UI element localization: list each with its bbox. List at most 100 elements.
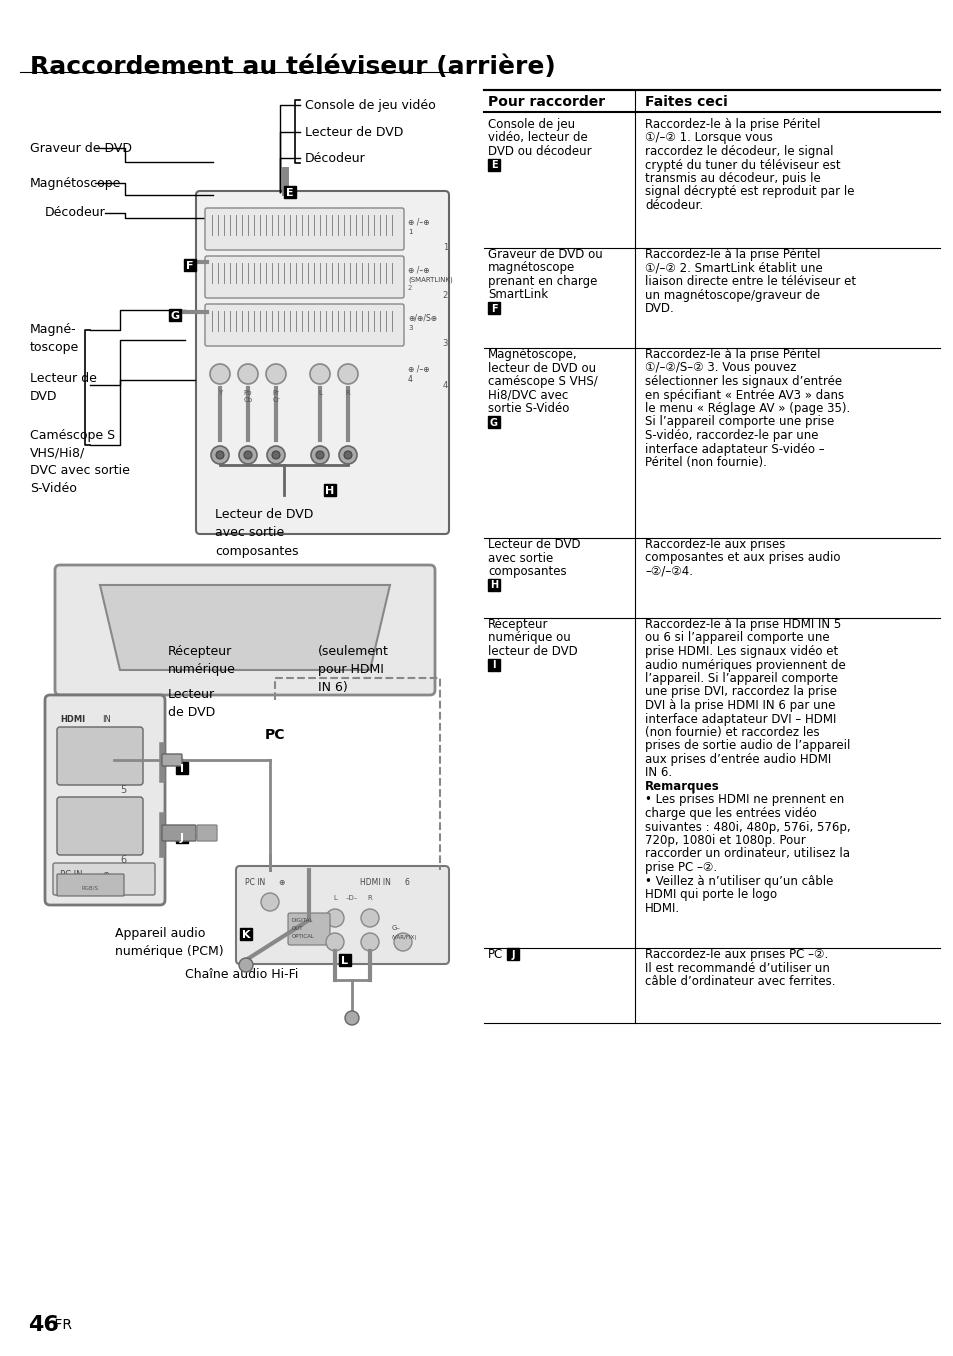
FancyBboxPatch shape xyxy=(55,565,435,696)
Text: numérique (PCM): numérique (PCM) xyxy=(115,945,223,959)
Text: Décodeur: Décodeur xyxy=(45,206,106,220)
Text: Magnétoscope,: Magnétoscope, xyxy=(488,348,577,361)
FancyBboxPatch shape xyxy=(338,955,351,965)
Text: DVD ou décodeur: DVD ou décodeur xyxy=(488,145,591,159)
Circle shape xyxy=(244,452,252,458)
Text: Magnétoscope: Magnétoscope xyxy=(30,176,121,190)
Text: VHS/Hi8/: VHS/Hi8/ xyxy=(30,446,85,460)
Text: DVI à la prise HDMI IN 6 par une: DVI à la prise HDMI IN 6 par une xyxy=(644,698,835,712)
Text: L: L xyxy=(317,391,321,396)
Circle shape xyxy=(215,452,224,458)
Text: E: E xyxy=(490,160,497,171)
Text: Chaîne audio Hi-Fi: Chaîne audio Hi-Fi xyxy=(185,968,298,982)
Text: Raccordez-le à la prise HDMI IN 5: Raccordez-le à la prise HDMI IN 5 xyxy=(644,618,841,631)
Text: charge que les entrées vidéo: charge que les entrées vidéo xyxy=(644,807,816,820)
FancyBboxPatch shape xyxy=(162,824,195,841)
Text: 3: 3 xyxy=(442,339,448,347)
FancyBboxPatch shape xyxy=(205,207,403,250)
Text: Lecteur de: Lecteur de xyxy=(30,372,97,385)
Text: L: L xyxy=(333,895,336,900)
Text: ⊕ /–⊕: ⊕ /–⊕ xyxy=(408,266,429,274)
Circle shape xyxy=(239,446,256,464)
Circle shape xyxy=(261,894,278,911)
Text: J: J xyxy=(511,951,515,960)
Text: PC IN: PC IN xyxy=(60,871,82,879)
Circle shape xyxy=(239,957,253,972)
Text: DIGITAL: DIGITAL xyxy=(292,918,313,923)
Text: de DVD: de DVD xyxy=(168,706,215,720)
Text: ①/–②/S–② 3. Vous pouvez: ①/–②/S–② 3. Vous pouvez xyxy=(644,362,796,374)
Text: pour HDMI: pour HDMI xyxy=(317,663,383,677)
Text: Décodeur: Décodeur xyxy=(305,152,365,164)
FancyBboxPatch shape xyxy=(184,259,195,271)
Circle shape xyxy=(344,452,352,458)
Text: R: R xyxy=(345,391,350,396)
FancyBboxPatch shape xyxy=(45,696,165,904)
Text: (SMARTLINK): (SMARTLINK) xyxy=(408,277,453,283)
Text: S-Vidéo: S-Vidéo xyxy=(30,483,77,495)
Text: Hi8/DVC avec: Hi8/DVC avec xyxy=(488,389,568,401)
FancyBboxPatch shape xyxy=(57,875,124,896)
Text: IN 6): IN 6) xyxy=(317,682,348,694)
FancyBboxPatch shape xyxy=(162,754,182,766)
Text: l’appareil. Si l’appareil comporte: l’appareil. Si l’appareil comporte xyxy=(644,673,838,685)
Text: numérique ou: numérique ou xyxy=(488,632,570,644)
Text: Graveur de DVD ou: Graveur de DVD ou xyxy=(488,248,602,260)
Text: 3: 3 xyxy=(408,325,412,331)
Text: Console de jeu vidéo: Console de jeu vidéo xyxy=(305,99,436,111)
Text: ①/–② 2. SmartLink établit une: ①/–② 2. SmartLink établit une xyxy=(644,262,821,274)
Text: prises de sortie audio de l’appareil: prises de sortie audio de l’appareil xyxy=(644,739,849,753)
Text: avec sortie: avec sortie xyxy=(488,552,553,564)
FancyBboxPatch shape xyxy=(488,302,499,315)
Text: Récepteur: Récepteur xyxy=(488,618,548,631)
Text: prenant en charge: prenant en charge xyxy=(488,275,597,287)
Text: HDMI.: HDMI. xyxy=(644,902,679,914)
Text: Graveur de DVD: Graveur de DVD xyxy=(30,141,132,155)
Text: HDMI qui porte le logo: HDMI qui porte le logo xyxy=(644,888,777,900)
Text: Caméscope S: Caméscope S xyxy=(30,428,115,442)
Text: Raccordez-le à la prise Péritel: Raccordez-le à la prise Péritel xyxy=(644,248,820,260)
Text: PC: PC xyxy=(265,728,285,742)
Text: H: H xyxy=(325,485,335,496)
Text: Console de jeu: Console de jeu xyxy=(488,118,575,132)
Circle shape xyxy=(315,452,324,458)
Text: interface adaptateur DVI – HDMI: interface adaptateur DVI – HDMI xyxy=(644,712,836,725)
Text: composantes: composantes xyxy=(214,545,298,557)
FancyBboxPatch shape xyxy=(195,191,449,534)
Circle shape xyxy=(326,933,344,951)
FancyBboxPatch shape xyxy=(324,484,335,496)
Text: numérique: numérique xyxy=(168,663,235,677)
Text: ⊕: ⊕ xyxy=(102,871,109,879)
Text: (VAR/FIX): (VAR/FIX) xyxy=(392,936,417,940)
Text: FR: FR xyxy=(50,1318,71,1332)
Text: R: R xyxy=(367,895,372,900)
Text: Péritel (non fournie).: Péritel (non fournie). xyxy=(644,456,766,469)
Text: 6: 6 xyxy=(405,877,410,887)
Text: RGB/S: RGB/S xyxy=(81,885,98,891)
FancyBboxPatch shape xyxy=(175,831,188,843)
Text: IN 6.: IN 6. xyxy=(644,766,672,780)
FancyBboxPatch shape xyxy=(488,579,499,590)
Text: ou 6 si l’appareil comporte une: ou 6 si l’appareil comporte une xyxy=(644,632,829,644)
Text: 1: 1 xyxy=(408,229,412,235)
Text: ⊕ /–⊕: ⊕ /–⊕ xyxy=(408,217,429,226)
Text: Magné-: Magné- xyxy=(30,324,76,336)
FancyBboxPatch shape xyxy=(488,415,499,427)
Text: Pb
Cb: Pb Cb xyxy=(243,391,253,403)
Text: Lecteur de DVD: Lecteur de DVD xyxy=(488,538,580,551)
Text: S-vidéo, raccordez-le par une: S-vidéo, raccordez-le par une xyxy=(644,428,818,442)
Text: 6: 6 xyxy=(120,856,126,865)
Text: I: I xyxy=(180,763,184,774)
Text: vidéo, lecteur de: vidéo, lecteur de xyxy=(488,132,587,145)
Text: Raccordez-le aux prises: Raccordez-le aux prises xyxy=(644,538,784,551)
Text: HDMI: HDMI xyxy=(60,715,85,724)
Text: –②/–②4.: –②/–②4. xyxy=(644,565,692,578)
Text: F: F xyxy=(186,260,193,271)
Text: avec sortie: avec sortie xyxy=(214,526,284,540)
Text: Raccordement au téléviseur (arrière): Raccordement au téléviseur (arrière) xyxy=(30,56,556,79)
FancyBboxPatch shape xyxy=(196,824,216,841)
FancyBboxPatch shape xyxy=(488,659,499,670)
Text: raccorder un ordinateur, utilisez la: raccorder un ordinateur, utilisez la xyxy=(644,848,849,861)
Text: Appareil audio: Appareil audio xyxy=(115,928,205,941)
Text: K: K xyxy=(241,930,250,940)
